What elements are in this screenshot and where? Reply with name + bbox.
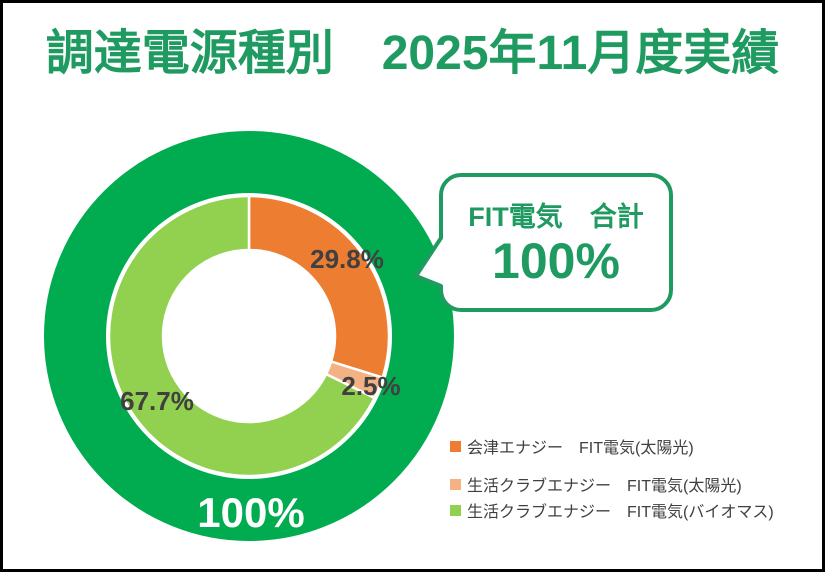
outer-ring-label: 100% — [197, 489, 305, 536]
callout-bubble — [414, 173, 673, 312]
legend-item-label: 生活クラブエナジー FIT電気(バイオマス) — [467, 504, 774, 521]
legend-swatch — [450, 504, 461, 516]
outer-ring — [44, 131, 454, 541]
legend-item: 会津エナジー FIT電気(太陽光) — [450, 435, 694, 457]
segment-label-aizu-solar: 29.8% — [310, 244, 384, 274]
page-title: 調達電源種別 2025年11月度実績 — [45, 27, 780, 80]
legend-item-label: 生活クラブエナジー FIT電気(太陽光) — [467, 478, 742, 495]
legend-swatch — [450, 478, 461, 490]
donut-chart — [44, 131, 454, 541]
donut-segment-0 — [247, 194, 391, 380]
donut-segment-2 — [107, 194, 377, 478]
callout-bubble-shape — [414, 173, 673, 312]
legend-swatch — [450, 440, 461, 452]
callout-title: FIT電気 合計 — [468, 202, 644, 232]
legend-item: 生活クラブエナジー FIT電気(バイオマス) — [450, 499, 774, 521]
segment-label-seikatsu-solar: 2.5% — [341, 371, 401, 401]
legend-item-label: 会津エナジー FIT電気(太陽光) — [467, 440, 694, 457]
callout-value: 100% — [492, 233, 620, 289]
legend-item: 生活クラブエナジー FIT電気(太陽光) — [450, 473, 742, 495]
segment-label-seikatsu-biomass: 67.7% — [120, 386, 194, 416]
callout-text: FIT電気 合計 100% — [441, 177, 671, 309]
